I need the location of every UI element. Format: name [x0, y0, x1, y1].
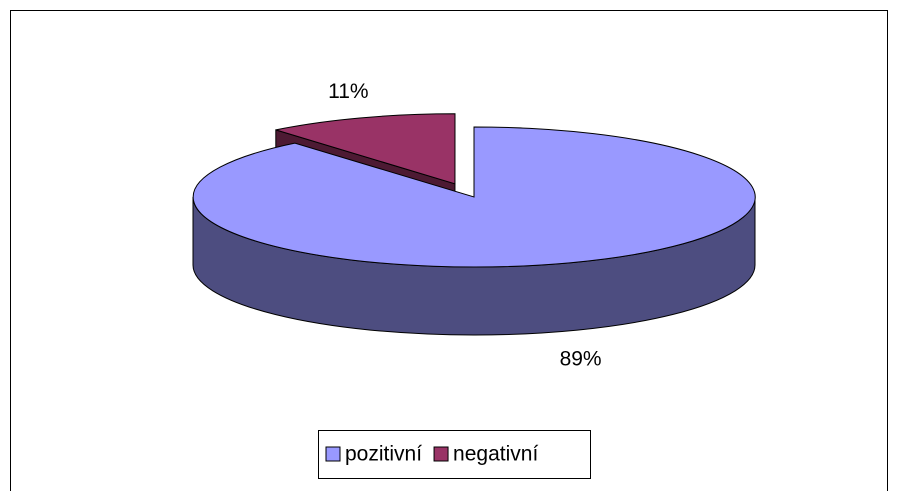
slice	[275, 113, 456, 185]
legend-box	[318, 430, 591, 479]
slice	[192, 126, 756, 268]
legend-swatch	[433, 446, 449, 462]
legend-swatch	[325, 446, 341, 462]
chart-frame	[10, 10, 888, 491]
data-label: 11%	[328, 80, 368, 103]
pie: 11% 89%	[192, 80, 756, 371]
legend-label: pozitivní	[345, 443, 422, 466]
legend-label: negativní	[453, 443, 538, 466]
legend: pozitivní negativní	[318, 430, 591, 479]
data-label: 89%	[560, 348, 602, 371]
